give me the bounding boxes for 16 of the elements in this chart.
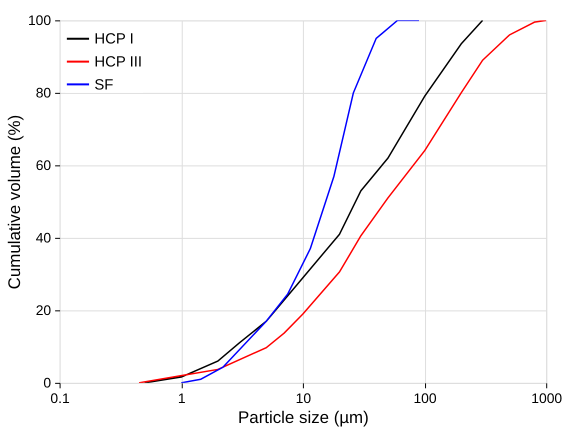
y-tick-label: 0 [43,374,52,390]
y-tick-label: 20 [36,302,52,318]
x-tick-label: 1000 [531,390,562,406]
x-tick-label: 100 [413,390,437,406]
y-tick-label: 80 [36,84,52,100]
legend-label: HCP III [94,54,142,71]
x-tick-label: 10 [296,390,312,406]
x-tick-label: 0.1 [50,390,70,406]
y-tick-label: 100 [28,12,52,28]
legend-label: SF [94,77,114,94]
y-tick-label: 40 [36,229,52,246]
y-axis-title: Cumulative volume (%) [5,114,24,290]
y-tick-label: 60 [36,156,52,173]
legend-label: HCP I [94,32,134,48]
x-axis-title: Particle size (µm) [238,408,369,428]
x-tick-label: 1 [178,390,186,406]
